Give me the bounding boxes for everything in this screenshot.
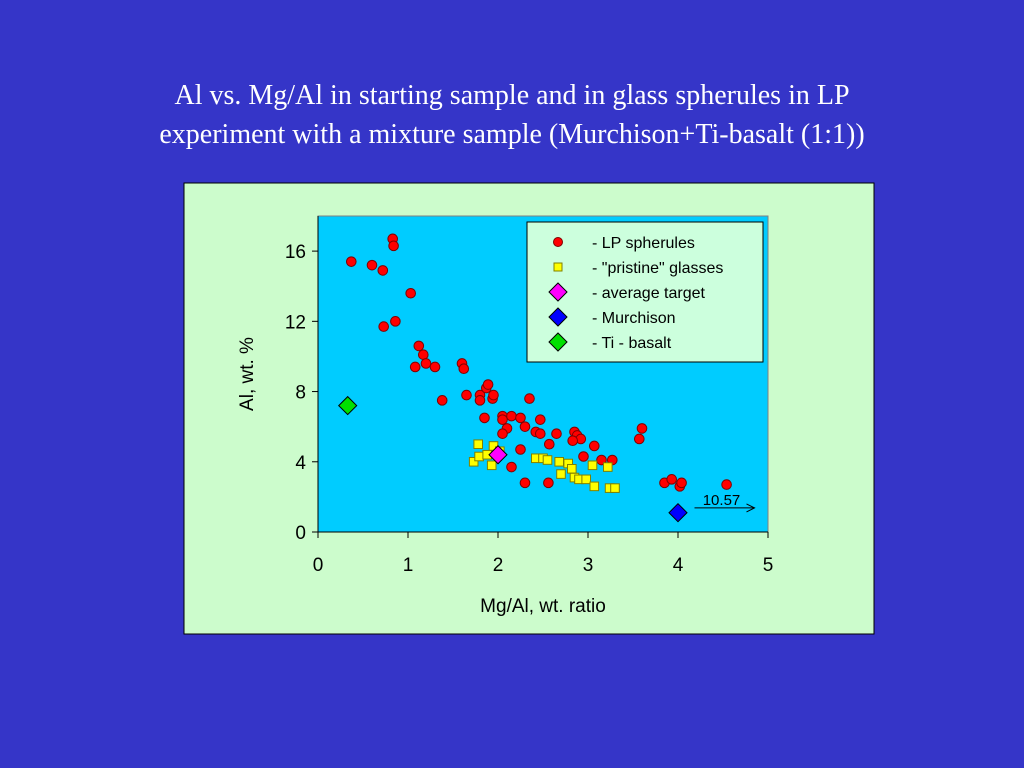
pristine-glass-point (473, 439, 483, 450)
y-tick-label: 4 (295, 453, 306, 474)
legend-label: - Ti - basalt (592, 335, 672, 352)
lp-spherule-point (506, 461, 517, 473)
lp-spherule-point (474, 395, 486, 406)
lp-spherule-point (524, 393, 535, 404)
slide-title-line-2: experiment with a mixture sample (Murchi… (159, 119, 865, 150)
y-tick-label: 0 (295, 523, 306, 544)
lp-spherule-point (497, 414, 508, 425)
pristine-glass-point (542, 455, 553, 465)
lp-spherule-point (634, 433, 645, 445)
x-tick-label: 1 (403, 555, 414, 576)
annotation-arrow-head (746, 503, 756, 513)
lp-spherule-point (418, 349, 429, 360)
legend-marker (548, 282, 568, 302)
lp-spherule-point (388, 240, 399, 252)
lp-spherule-point (567, 435, 579, 447)
lp-spherule-point (519, 477, 531, 489)
legend-label: - average target (592, 285, 706, 302)
pristine-glass-point (610, 483, 620, 493)
legend-label: - LP spherules (592, 235, 695, 252)
y-tick-label: 16 (285, 242, 306, 263)
x-axis-label: Mg/Al, wt. ratio (480, 596, 606, 617)
lp-spherule-point (458, 363, 470, 375)
lp-spherule-point (488, 389, 499, 401)
lp-spherule-point (666, 474, 678, 485)
pristine-glass-point (468, 456, 479, 467)
lp-spherule-point (436, 395, 448, 406)
average-target-point (488, 445, 508, 465)
lp-spherule-point (390, 316, 401, 327)
lp-spherule-point (721, 479, 732, 490)
lp-spherule-point (636, 423, 648, 434)
lp-spherule-point (535, 428, 546, 439)
x-tick-label: 3 (583, 555, 594, 576)
lp-spherule-point (676, 477, 687, 489)
lp-spherule-point (515, 412, 526, 424)
lp-spherule-point (479, 412, 490, 424)
pristine-glass-point (554, 456, 565, 467)
x-tick-label: 0 (313, 555, 324, 576)
lp-spherule-point (366, 259, 378, 271)
slide-title-line-1: Al vs. Mg/Al in starting sample and in g… (174, 80, 850, 111)
x-tick-label: 5 (763, 555, 774, 576)
lp-spherule-point (377, 265, 389, 276)
x-tick-label: 4 (673, 555, 684, 576)
lp-spherule-point (482, 379, 494, 390)
ti-basalt-point (337, 395, 358, 416)
lp-spherule-point (429, 361, 441, 373)
legend: - LP spherules - "pristine" glasses - aver… (526, 221, 764, 363)
lp-spherule-point (515, 444, 526, 455)
lp-spherule-point (543, 477, 554, 489)
legend-label: - Murchison (592, 310, 676, 327)
legend-marker (553, 237, 563, 247)
slide-title: Al vs. Mg/Al in starting sample and in g… (0, 76, 1024, 154)
legend-marker (553, 262, 563, 272)
pristine-glass-point (486, 460, 497, 471)
lp-spherule-point (497, 428, 508, 439)
lp-spherule-point (578, 451, 589, 462)
annotation: 10.57 (694, 492, 756, 513)
murchison-point (668, 502, 688, 523)
lp-spherule-point (551, 428, 562, 439)
lp-spherule-point (519, 421, 531, 432)
lp-spherule-point (378, 321, 390, 332)
lp-spherule-point (346, 256, 357, 267)
lp-spherule-point (413, 340, 425, 352)
x-tick-label: 2 (493, 555, 504, 576)
pristine-glass-point (567, 464, 577, 474)
annotation-label: 10.57 (703, 492, 741, 509)
lp-spherule-point (420, 358, 432, 369)
legend-marker (548, 332, 568, 352)
y-axis-label: Al, wt. % (237, 337, 258, 411)
data-points (337, 233, 732, 523)
lp-spherule-point (589, 440, 600, 452)
lp-spherule-point (535, 414, 546, 425)
pristine-glass-point (589, 481, 600, 492)
pristine-glass-point (587, 460, 598, 471)
legend-marker (548, 307, 568, 327)
axes (317, 216, 768, 533)
pristine-glass-point (603, 462, 613, 472)
pristine-glass-point (581, 474, 592, 485)
lp-spherule-point (405, 287, 417, 299)
lp-spherule-point (506, 410, 517, 422)
pristine-glass-point (474, 451, 484, 462)
legend-label: - "pristine" glasses (592, 260, 723, 277)
pristine-glass-point (556, 469, 566, 479)
y-tick-label: 12 (285, 312, 306, 333)
lp-spherule-point (544, 438, 555, 450)
lp-spherule-point (409, 361, 421, 373)
lp-spherule-point (461, 389, 472, 401)
y-tick-label: 8 (295, 383, 306, 404)
